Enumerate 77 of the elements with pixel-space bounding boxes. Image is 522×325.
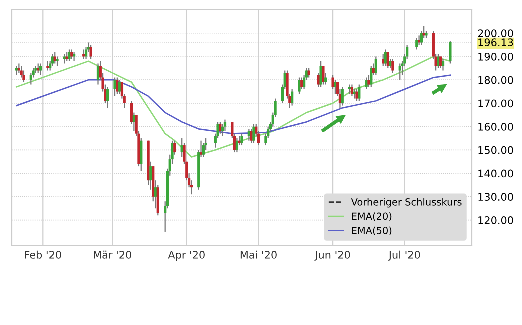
- y-tick-label: 150.00: [478, 146, 514, 154]
- line-series: [16, 74, 452, 135]
- candlestick: [106, 86, 110, 109]
- candlestick: [18, 63, 21, 74]
- candlestick: [322, 66, 325, 86]
- candlestick: [84, 46, 88, 60]
- y-tick-label: 200.00: [478, 30, 514, 38]
- candlestick: [37, 63, 40, 74]
- candlestick: [236, 138, 239, 154]
- y-tick-label: 140.00: [478, 170, 514, 178]
- candlestick: [118, 80, 122, 95]
- candlestick: [116, 77, 119, 95]
- candlestick: [370, 66, 373, 88]
- candlestick: [442, 58, 445, 72]
- y-tick-label: 180.00: [478, 76, 514, 84]
- y-tick-label: 196.13: [478, 38, 514, 47]
- y-tick-label: 130.00: [478, 193, 514, 202]
- y-tick-label: 160.00: [478, 123, 514, 131]
- candlestick: [30, 72, 32, 86]
- candlestick: [382, 54, 385, 67]
- candlestick: [70, 49, 74, 60]
- x-tick-label: Mär '20: [94, 250, 132, 259]
- x-tick-label: Jul '20: [388, 250, 420, 261]
- candlestick: [420, 30, 424, 46]
- candlestick: [440, 56, 442, 69]
- candlestick: [290, 88, 294, 106]
- candlestick: [51, 54, 54, 67]
- candlestick: [15, 66, 18, 76]
- y-tick-label: 170.00: [478, 100, 514, 108]
- candlestick: [416, 37, 418, 50]
- candlestick: [252, 124, 256, 144]
- candlestick: [224, 119, 227, 132]
- candlestick: [298, 77, 301, 95]
- candlestick: [374, 56, 378, 76]
- x-tick-label: Apr '20: [168, 251, 205, 261]
- legend-label: EMA(50): [352, 226, 392, 236]
- candlestick: [300, 77, 304, 90]
- candlestick: [348, 84, 352, 95]
- y-tick-label: 120.00: [478, 216, 514, 224]
- candlestick: [308, 68, 310, 78]
- candlestick: [341, 86, 344, 106]
- candlestick: [46, 60, 50, 72]
- candlestick: [358, 84, 361, 102]
- candlestick: [54, 52, 56, 64]
- candlestick: [202, 142, 205, 158]
- x-tick-label: Mai '20: [240, 250, 277, 259]
- candlestick: [90, 44, 92, 60]
- candlestick: [114, 77, 116, 98]
- candlestick: [449, 40, 452, 64]
- candlestick: [350, 84, 354, 98]
- x-tick-label: Feb '20: [25, 250, 62, 259]
- candlestick: [39, 63, 42, 76]
- candlestick: [219, 122, 222, 134]
- candlestick: [356, 88, 358, 102]
- candlestick: [320, 60, 322, 88]
- candlestick: [248, 128, 251, 142]
- candlestick: [332, 74, 334, 90]
- legend-label: EMA(20): [352, 212, 392, 222]
- candlestick: [389, 58, 392, 69]
- candlestick: [384, 49, 388, 67]
- candlestick: [63, 54, 66, 64]
- candlestick: [437, 54, 440, 69]
- candlestick: [392, 58, 394, 74]
- y-tick-label: 190.00: [478, 52, 514, 61]
- candlestick: [324, 72, 328, 86]
- candlestick: [334, 80, 337, 95]
- annotation: Vorheriger Schlusskurs: [351, 198, 462, 208]
- candlestick: [398, 63, 402, 81]
- candlestick: [222, 124, 224, 137]
- candlestick: [240, 133, 244, 146]
- x-tick-label: Jun '20: [314, 251, 350, 261]
- candlestick: [22, 70, 26, 83]
- candlestick: [56, 56, 59, 67]
- candlestick: [68, 49, 71, 62]
- candlestick: [20, 66, 23, 78]
- candlestick: [150, 161, 152, 190]
- candlestick: [96, 63, 100, 86]
